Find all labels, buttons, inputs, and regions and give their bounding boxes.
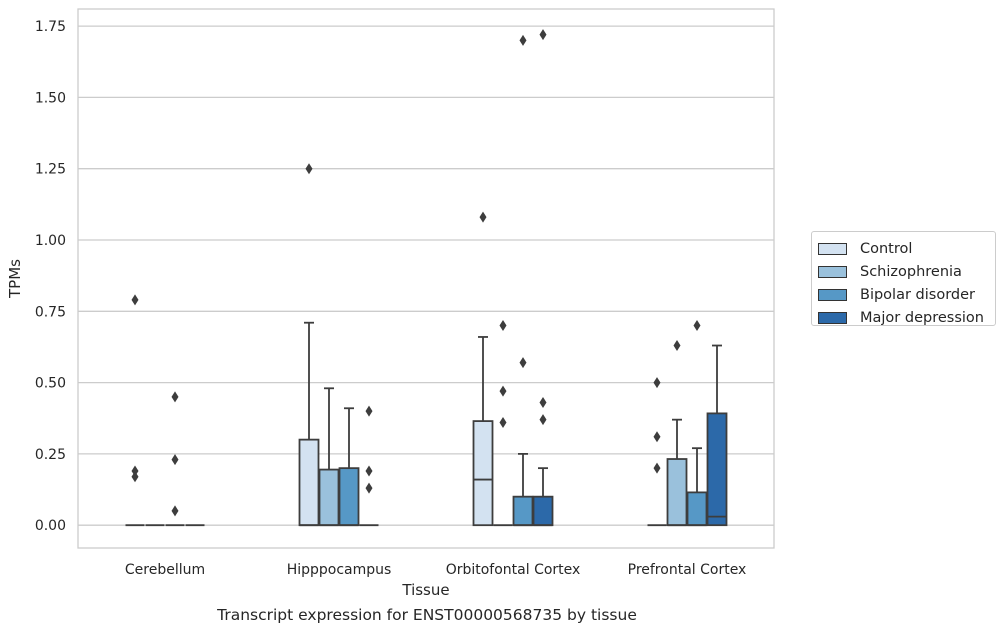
- outlier-point: [499, 417, 507, 429]
- x-tick-label: Hipppocampus: [287, 562, 392, 578]
- legend-swatch-schizophrenia: [818, 265, 847, 278]
- box-hipppocampus-major-depression: [359, 405, 379, 527]
- y-tick-label: 1.25: [35, 162, 66, 178]
- outlier-point: [653, 462, 661, 474]
- outlier-point: [653, 377, 661, 389]
- legend-swatch-major-depression: [818, 311, 847, 324]
- y-tick-label: 1.00: [35, 233, 66, 249]
- outlier-point: [519, 357, 527, 369]
- outlier-point: [499, 385, 507, 397]
- outlier-point: [693, 320, 701, 332]
- outlier-point: [171, 391, 179, 403]
- outlier-point: [305, 163, 313, 175]
- box-orbitofontal-cortex-bipolar-disorder: [512, 34, 534, 527]
- x-axis-label: Tissue: [401, 581, 449, 599]
- chart-caption: Transcript expression for ENST0000056873…: [217, 606, 637, 624]
- outlier-point: [131, 465, 139, 477]
- x-tick-label: Cerebellum: [125, 562, 205, 578]
- box-prefrontal-cortex-control: [647, 377, 667, 527]
- box: [298, 438, 320, 527]
- box: [686, 491, 708, 527]
- outlier-point: [653, 431, 661, 443]
- x-tick-label: Orbitofontal Cortex: [446, 562, 581, 578]
- y-tick-label: 0.50: [35, 376, 66, 392]
- box: [706, 412, 728, 527]
- outlier-point: [131, 471, 139, 483]
- outlier-point: [519, 34, 527, 46]
- box: [472, 420, 494, 527]
- outlier-point: [365, 482, 373, 494]
- outlier-point: [131, 294, 139, 306]
- y-tick-label: 0.00: [35, 518, 66, 534]
- y-tick-label: 1.75: [35, 19, 66, 35]
- y-tick-label: 0.75: [35, 304, 66, 320]
- plot-area: [77, 8, 775, 549]
- legend: Control Schizophrenia Bipolar disorder M…: [811, 231, 996, 326]
- box-prefrontal-cortex-bipolar-disorder: [686, 320, 708, 527]
- box-orbitofontal-cortex-control: [472, 211, 494, 527]
- box-cerebellum-control: [125, 294, 145, 527]
- box-hipppocampus-control: [298, 163, 320, 527]
- outlier-point: [171, 505, 179, 517]
- legend-label-control: Control: [860, 240, 913, 257]
- box-prefrontal-cortex-schizophrenia: [666, 340, 688, 527]
- outlier-point: [499, 320, 507, 332]
- outlier-point: [539, 414, 547, 426]
- box-hipppocampus-schizophrenia: [318, 387, 340, 527]
- outlier-point: [479, 211, 487, 223]
- outlier-point: [539, 29, 547, 41]
- y-axis-label: TPMs: [6, 259, 24, 299]
- box: [532, 495, 554, 527]
- outlier-point: [673, 340, 681, 352]
- box: [338, 467, 360, 527]
- legend-item-major-depression: Major depression: [818, 306, 995, 329]
- legend-item-control: Control: [818, 237, 995, 260]
- box-prefrontal-cortex-major-depression: [706, 344, 728, 527]
- legend-swatch-bipolar-disorder: [818, 288, 847, 301]
- box-hipppocampus-bipolar-disorder: [338, 407, 360, 527]
- box: [666, 458, 688, 527]
- y-tick-label: 1.50: [35, 90, 66, 106]
- y-tick-label: 0.25: [35, 447, 66, 463]
- box: [318, 468, 340, 527]
- box-orbitofontal-cortex-major-depression: [532, 29, 554, 527]
- legend-label-major-depression: Major depression: [860, 309, 984, 326]
- outlier-point: [171, 454, 179, 466]
- legend-item-schizophrenia: Schizophrenia: [818, 260, 995, 283]
- x-tick-label: Prefrontal Cortex: [628, 562, 747, 578]
- outlier-point: [539, 397, 547, 409]
- tick-labels: 0.00 0.25 0.50 0.75 1.00 1.25 1.50 1.75 Cerebell…: [35, 19, 747, 578]
- box: [512, 495, 534, 527]
- legend-item-bipolar-disorder: Bipolar disorder: [818, 283, 995, 306]
- grid-lines: [78, 25, 774, 526]
- legend-label-bipolar-disorder: Bipolar disorder: [860, 286, 975, 303]
- box-cerebellum-bipolar-disorder: [165, 391, 185, 527]
- legend-swatch-control: [818, 242, 847, 255]
- outlier-point: [365, 405, 373, 417]
- box-orbitofontal-cortex-schizophrenia: [493, 320, 513, 527]
- outlier-point: [365, 465, 373, 477]
- legend-label-schizophrenia: Schizophrenia: [860, 263, 962, 280]
- box-plots: [125, 29, 728, 527]
